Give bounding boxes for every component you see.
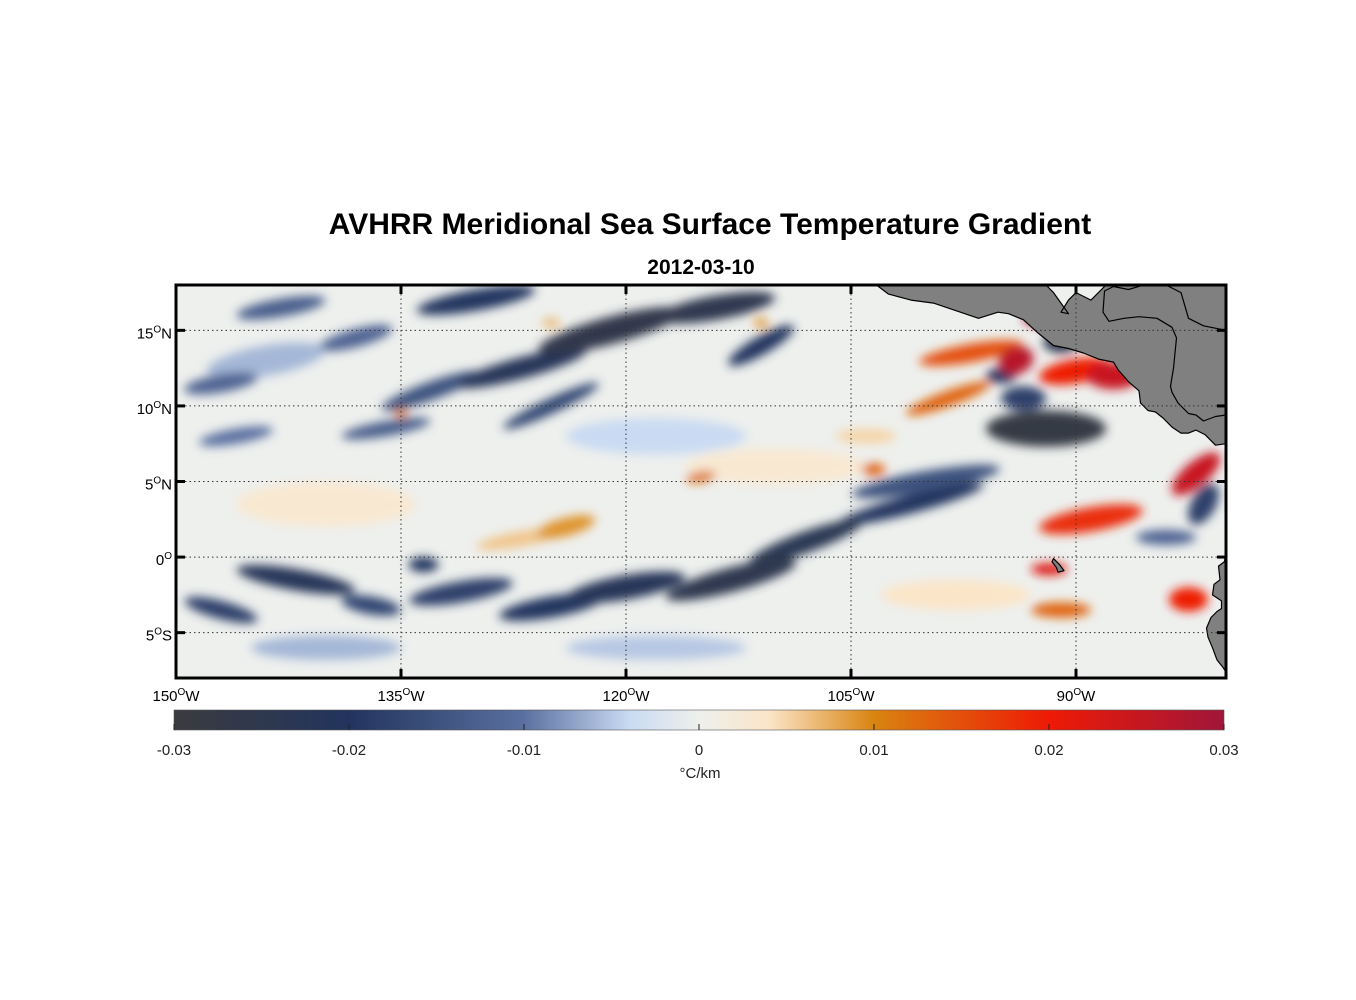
- lon-tick-label: 135OW: [378, 687, 426, 705]
- lon-tick-label: 150OW: [153, 687, 201, 705]
- gradient-feature: [836, 428, 896, 444]
- gradient-feature: [852, 464, 1000, 499]
- gradient-feature: [184, 596, 258, 624]
- gradient-feature: [753, 318, 769, 328]
- gradient-feature: [1171, 452, 1221, 496]
- colorbar-ticks: -0.03 -0.02 -0.01 0 0.01 0.02 0.03: [157, 724, 1239, 759]
- gradient-feature: [538, 306, 684, 354]
- gradient-feature: [236, 565, 356, 595]
- gradient-feature: [728, 325, 794, 366]
- gradient-feature: [566, 418, 746, 455]
- gradient-feature: [861, 463, 886, 476]
- gradient-feature: [1031, 602, 1091, 618]
- colorbar: -0.03 -0.02 -0.01 0 0.01 0.02 0.03 °C/km: [157, 709, 1239, 782]
- gradient-feature: [409, 577, 513, 606]
- chart-subtitle: 2012-03-10: [647, 256, 754, 279]
- map-ticks: [176, 285, 1226, 678]
- map-plot: 15ON 10ON 5ON 0O 5OS 150OW 135OW 120OW 105OW 90O…: [137, 283, 1228, 705]
- gradient-feature: [998, 346, 1034, 375]
- gradient-feature: [184, 372, 258, 395]
- chart-title: AVHRR Meridional Sea Surface Temperature…: [329, 208, 1091, 241]
- gradient-feature: [838, 482, 984, 526]
- lat-tick-label: 0O: [156, 551, 172, 569]
- colorbar-tick-label: -0.01: [507, 742, 541, 759]
- gradient-feature: [236, 481, 416, 527]
- colorbar-tick-label: 0.01: [859, 742, 888, 759]
- south-america-coast: [1205, 548, 1226, 678]
- gradient-feature: [251, 635, 401, 660]
- gradient-feature: [536, 515, 596, 539]
- longitude-labels: 150OW 135OW 120OW 105OW 90OW: [153, 687, 1097, 705]
- gradient-feature: [1169, 587, 1208, 612]
- latitude-labels: 15ON 10ON 5ON 0O 5OS: [137, 324, 173, 644]
- gradient-feature: [395, 409, 407, 418]
- gradient-feature: [1188, 483, 1219, 525]
- lat-tick-label: 5ON: [145, 476, 172, 494]
- colorbar-tick-label: -0.02: [332, 742, 366, 759]
- galapagos-island: [1051, 558, 1065, 573]
- gradient-feature: [455, 347, 587, 389]
- gradient-feature: [199, 426, 273, 447]
- colorbar-tick-label: -0.03: [157, 742, 191, 759]
- colorbar-tick-label: 0.03: [1209, 742, 1238, 759]
- gradient-feature: [919, 340, 1023, 366]
- gradient-feature: [566, 635, 746, 660]
- gradient-feature: [341, 595, 401, 616]
- gradient-feature: [236, 295, 326, 320]
- gradient-feature: [881, 579, 1031, 611]
- gradient-feature: [686, 448, 866, 485]
- gradient-feature: [381, 370, 481, 411]
- colorbar-unit-label: °C/km: [680, 765, 721, 782]
- gradient-feature: [1136, 529, 1196, 546]
- lon-tick-label: 105OW: [828, 687, 876, 705]
- gradient-feature: [1001, 386, 1046, 411]
- gradient-feature: [542, 318, 560, 328]
- lat-tick-label: 5OS: [146, 627, 172, 645]
- gradient-feature: [665, 558, 797, 601]
- gradient-feature: [686, 471, 716, 483]
- lon-tick-label: 120OW: [603, 687, 651, 705]
- gradient-feature: [408, 557, 439, 573]
- gradient-feature: [416, 285, 536, 315]
- lat-tick-label: 10ON: [137, 400, 172, 418]
- gradient-feature: [1039, 504, 1143, 535]
- gradient-feature: [749, 519, 863, 565]
- gradient-feature: [986, 410, 1106, 447]
- colorbar-tick-label: 0.02: [1034, 742, 1063, 759]
- lon-tick-label: 90OW: [1057, 687, 1096, 705]
- gradient-feature: [341, 417, 431, 440]
- gradient-feature: [319, 324, 393, 351]
- gradient-feature: [206, 342, 326, 379]
- lat-tick-label: 15ON: [137, 324, 172, 342]
- colorbar-tick-label: 0: [695, 742, 703, 759]
- gradient-feature: [906, 381, 991, 416]
- gradient-feature: [656, 291, 776, 324]
